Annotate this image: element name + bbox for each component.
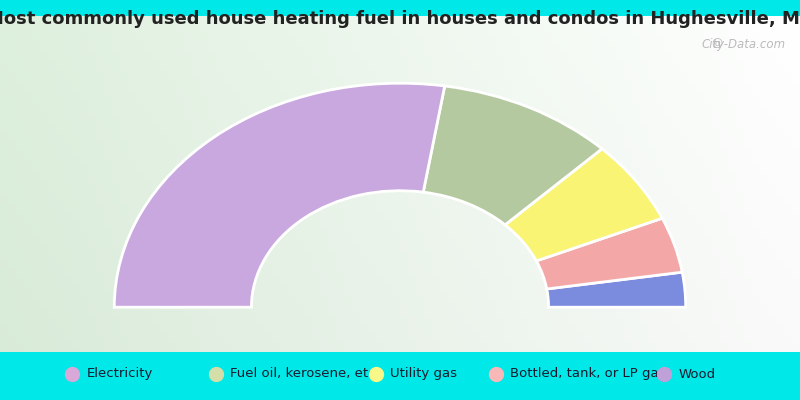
Wedge shape	[546, 272, 686, 307]
Text: @: @	[711, 38, 722, 48]
Wedge shape	[505, 149, 662, 261]
Text: Wood: Wood	[678, 368, 715, 380]
Text: Most commonly used house heating fuel in houses and condos in Hughesville, MD: Most commonly used house heating fuel in…	[0, 10, 800, 28]
Wedge shape	[536, 218, 682, 289]
Text: Bottled, tank, or LP gas: Bottled, tank, or LP gas	[510, 368, 666, 380]
Wedge shape	[423, 86, 602, 225]
Text: City-Data.com: City-Data.com	[702, 38, 786, 52]
Text: Electricity: Electricity	[86, 368, 153, 380]
Wedge shape	[114, 83, 445, 307]
Text: Utility gas: Utility gas	[390, 368, 458, 380]
Text: Fuel oil, kerosene, etc.: Fuel oil, kerosene, etc.	[230, 368, 380, 380]
